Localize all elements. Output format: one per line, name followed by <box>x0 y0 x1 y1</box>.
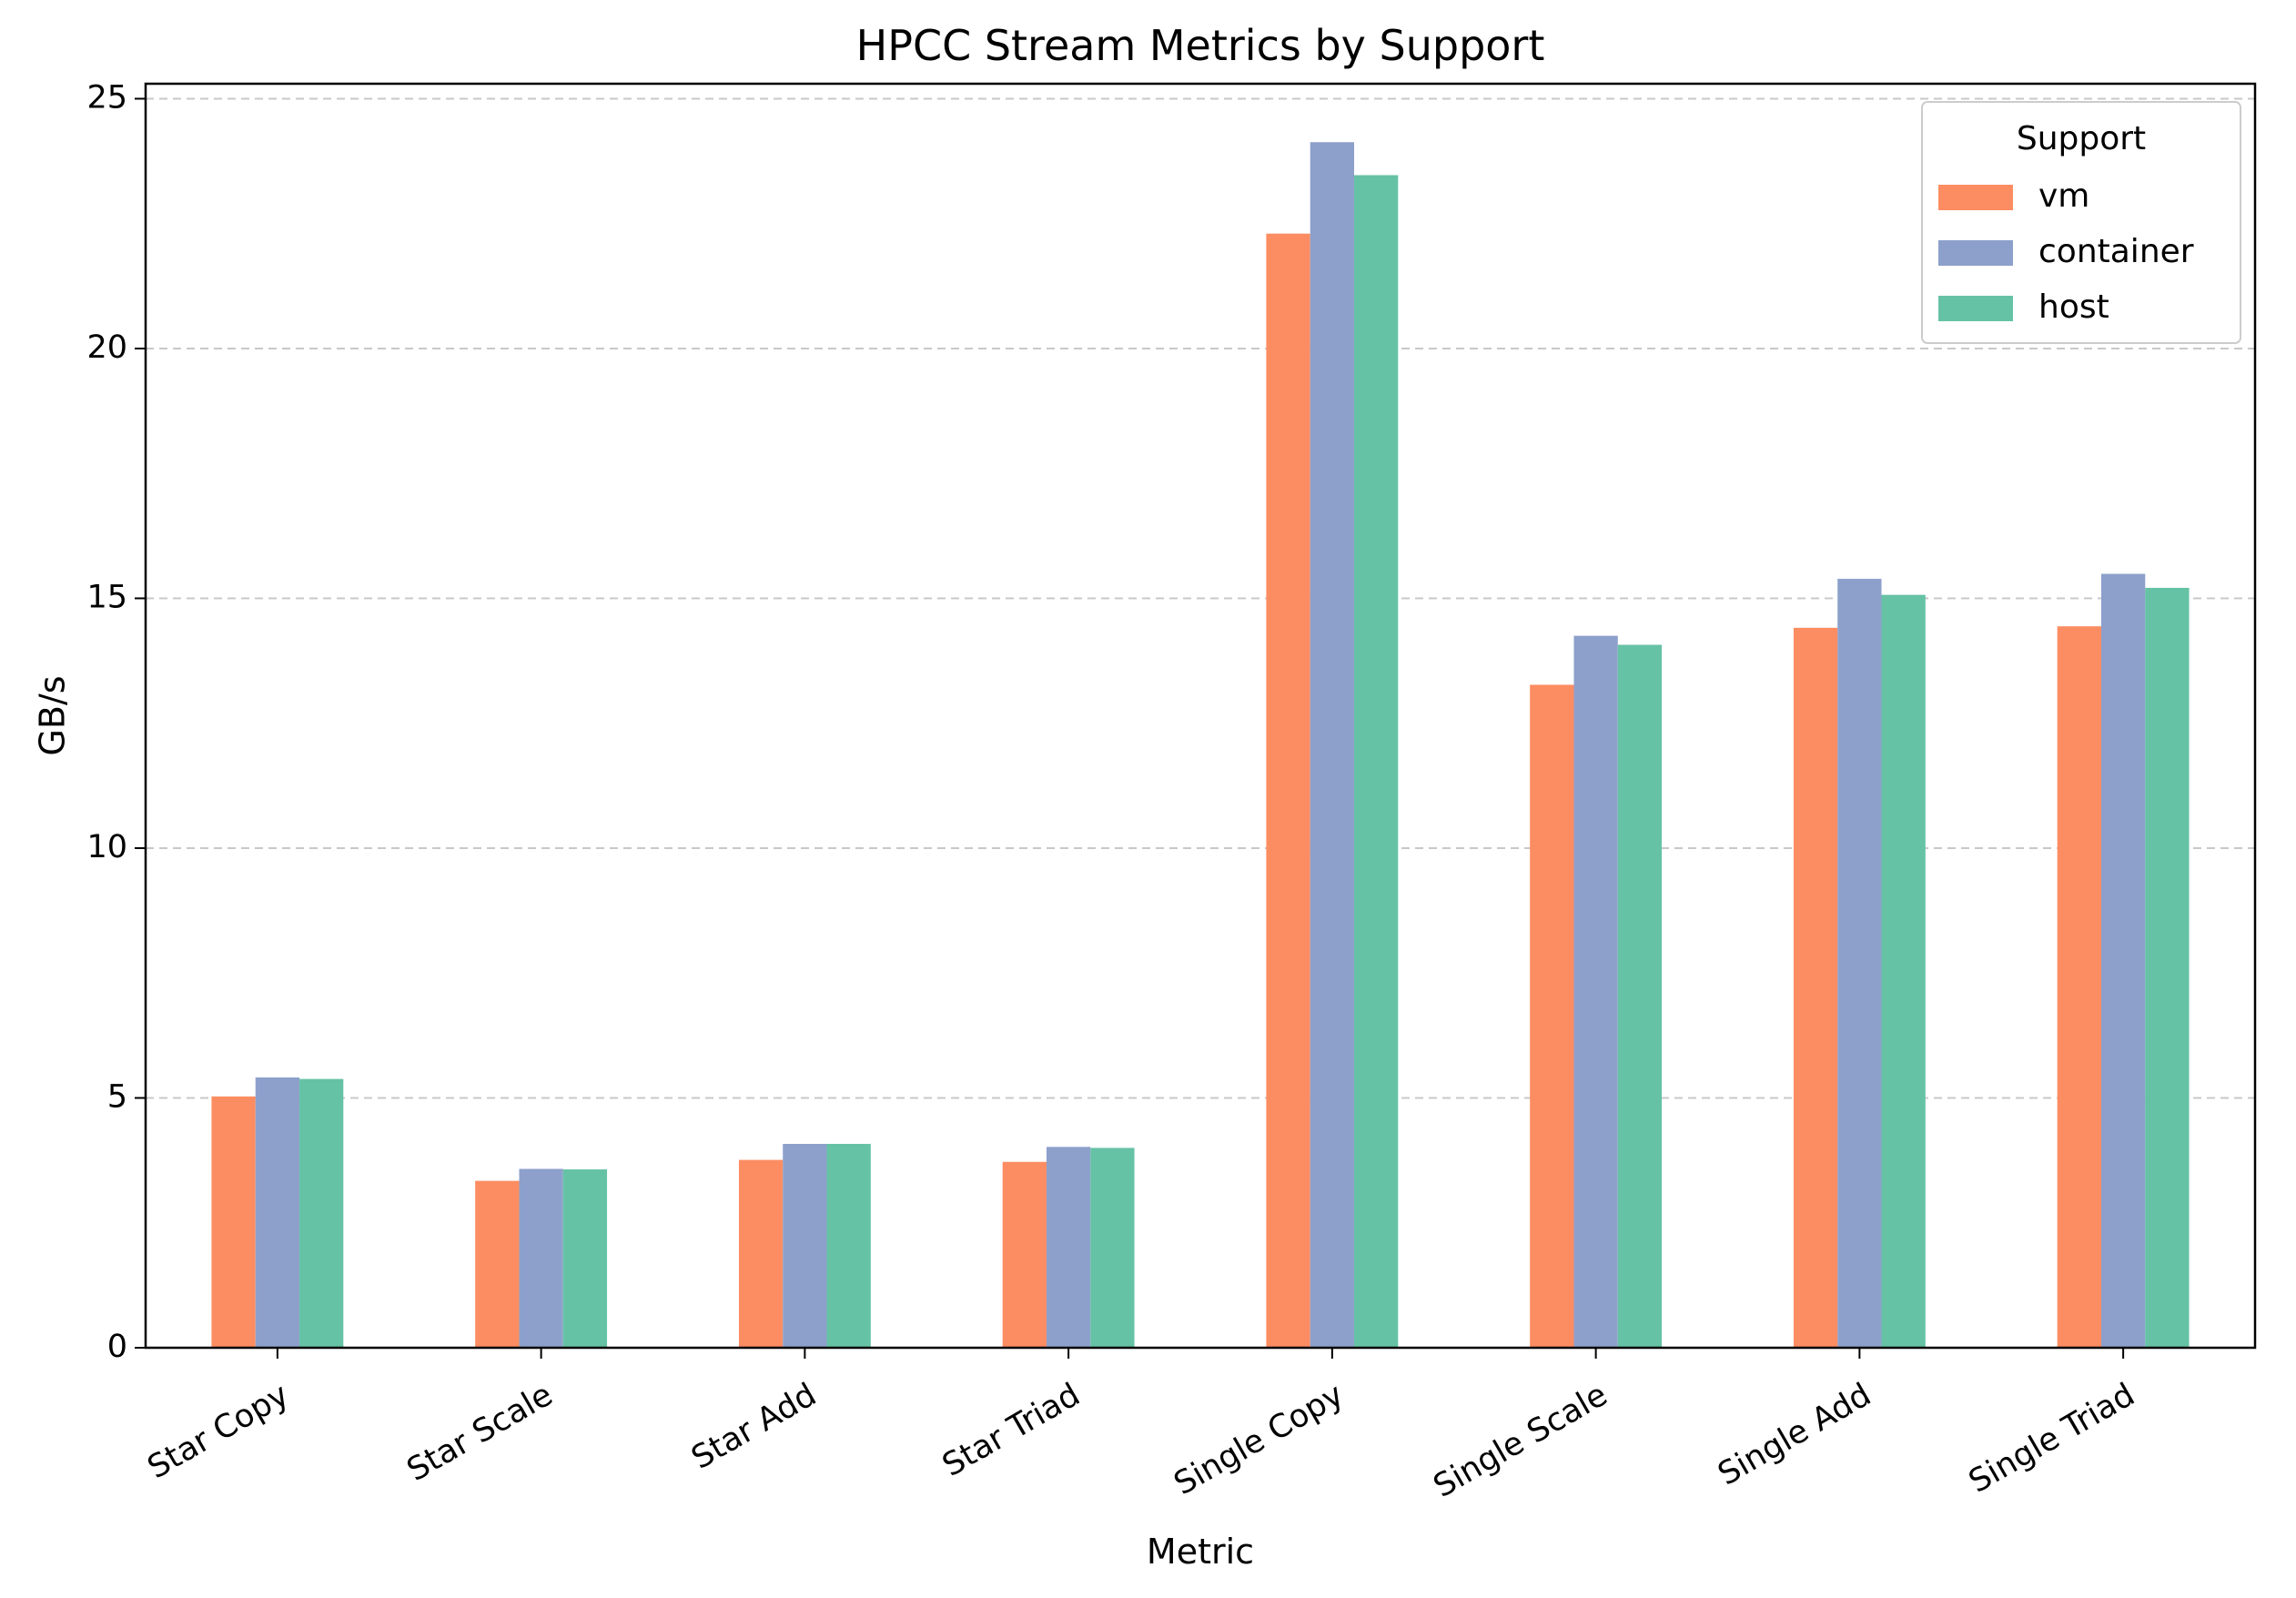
bar-host <box>2145 587 2190 1348</box>
legend-label-vm: vm <box>2038 177 2089 215</box>
legend-items: vm container host <box>1938 177 2194 326</box>
legend-swatch-vm <box>1938 185 2013 210</box>
bar-container <box>1837 579 1882 1348</box>
bar-vm <box>2057 626 2101 1348</box>
legend: Support vm container host <box>1921 101 2241 344</box>
legend-box <box>1921 101 2241 344</box>
bar-host <box>562 1169 608 1348</box>
bar-vm <box>1530 684 1574 1348</box>
legend-title: Support <box>2017 120 2146 157</box>
bar-vm <box>1266 233 1310 1348</box>
bar-vm <box>1002 1161 1047 1348</box>
bar-vm <box>475 1180 520 1348</box>
y-axis-label: GB/s <box>33 675 73 755</box>
bar-host <box>1881 594 1926 1348</box>
bar-container <box>1310 142 1355 1349</box>
y-tick-label: 15 <box>86 579 127 615</box>
bar-host <box>1090 1148 1135 1348</box>
bar-host <box>1354 175 1399 1348</box>
plot-frame <box>144 82 2257 1350</box>
legend-swatch-host <box>1938 296 2013 321</box>
y-tick-label: 20 <box>86 329 127 366</box>
bar-vm <box>1793 627 1838 1348</box>
bar-container <box>519 1168 563 1348</box>
y-tick-label: 0 <box>107 1329 127 1365</box>
y-tick-label: 10 <box>86 829 127 865</box>
bar-container <box>255 1077 300 1348</box>
legend-swatch-container <box>1938 240 2013 266</box>
y-tick-label: 25 <box>86 79 127 116</box>
legend-label-container: container <box>2038 233 2194 270</box>
bar-vm <box>211 1096 256 1348</box>
chart-title: HPCC Stream Metrics by Support <box>856 21 1545 70</box>
bar-host <box>299 1078 344 1348</box>
bar-container <box>783 1144 827 1348</box>
x-axis-label: Metric <box>1147 1532 1254 1572</box>
bars <box>211 142 2190 1349</box>
bar-container <box>1573 635 1618 1348</box>
bar-host <box>1617 644 1663 1348</box>
bar-container <box>1046 1147 1091 1348</box>
y-tick-label: 5 <box>107 1078 127 1115</box>
bar-container <box>2100 573 2146 1348</box>
legend-label-host: host <box>2038 288 2109 326</box>
bar-host <box>826 1144 871 1348</box>
bar-vm <box>738 1159 784 1348</box>
grid-lines <box>146 97 2255 1099</box>
